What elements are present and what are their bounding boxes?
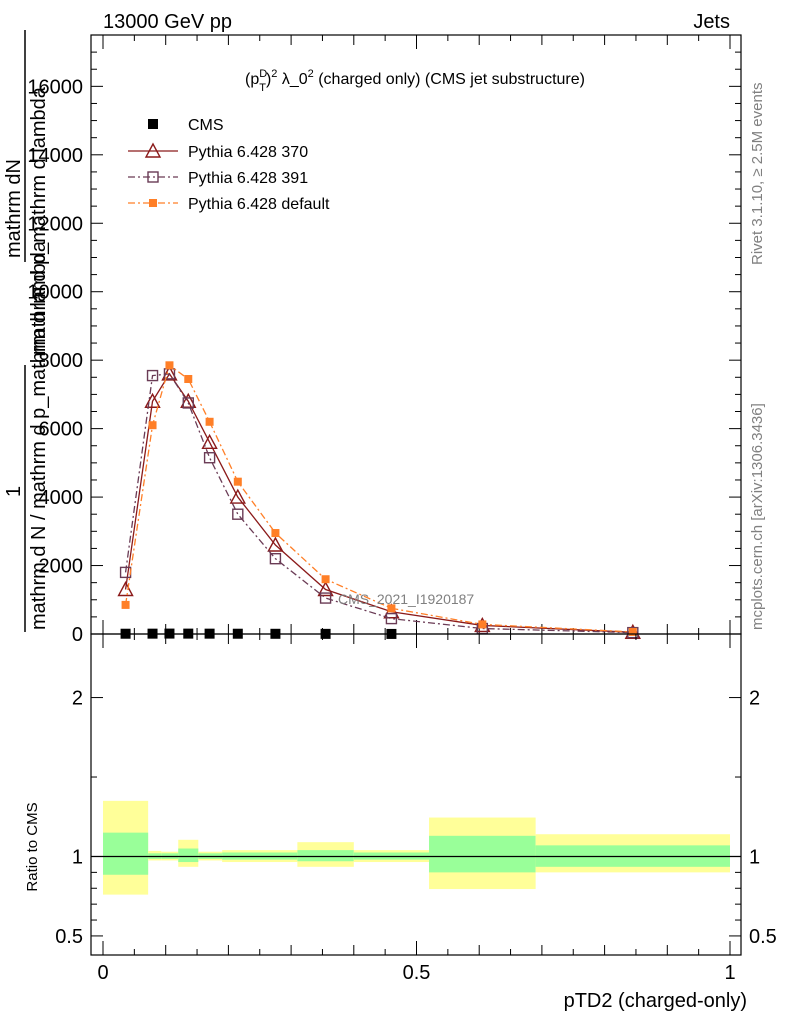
main-ytick-label-3: 6000 [39, 419, 84, 441]
header-energy: 13000 GeV pp [103, 11, 232, 33]
ratio-band-inner-3 [178, 848, 199, 863]
series-3-point-0 [121, 600, 130, 609]
ratio-ytick-label-2: 2 [72, 688, 83, 710]
series-3-point-6 [271, 529, 280, 538]
series-1-point-0 [117, 581, 134, 597]
main-ytick-label-4: 8000 [39, 350, 84, 372]
series-2-point-1 [146, 369, 159, 382]
series-3-point-3 [184, 374, 193, 383]
series-3-point-1 [148, 421, 157, 430]
series-1-point-1 [144, 392, 161, 408]
ratio-xtick-label-2: 1 [724, 962, 735, 984]
y-label-one: 1 [3, 486, 25, 497]
series-1-point-4 [201, 433, 218, 450]
ratio-y-label: Ratio to CMS [24, 802, 41, 891]
series-1-point-2 [161, 365, 178, 381]
ratio-frame [90, 633, 742, 956]
series-3-point-9 [478, 620, 487, 629]
analysis-watermark: CMS_2021_I1920187 [338, 591, 474, 607]
series-1-point-5 [229, 488, 246, 504]
rivet-label: Rivet 3.1.10, ≥ 2.5M events [749, 83, 766, 266]
series-1-point-3 [180, 392, 197, 408]
series-1-point-6 [267, 536, 284, 552]
ratio-ytick-label-right-2: 2 [749, 688, 760, 710]
series-3-point-7 [321, 575, 330, 584]
x-axis-label: pTD2 (charged-only) [564, 990, 747, 1012]
plot-title: (pD T)2 λ_02 (charged only) (CMS jet subs… [245, 68, 585, 94]
series-2-point-4 [203, 452, 216, 464]
y-label-top-denominator: mathrm d p_mathrm d lambda [28, 86, 50, 355]
main-ytick-label-0: 0 [72, 624, 83, 646]
ratio-band-inner-6 [297, 850, 354, 862]
y-label-top: mathrm dN [3, 159, 25, 258]
main-ytick-label-2: 4000 [39, 487, 84, 509]
main-ytick-label-5: 10000 [27, 282, 83, 304]
series-2-point-7 [319, 592, 332, 604]
ratio-xtick-label-0: 0 [97, 962, 108, 984]
series-2-point-6 [269, 552, 282, 565]
series-1-point-7 [317, 581, 334, 597]
mcplots-label: mcplots.cern.ch [arXiv:1306.3436] [749, 403, 766, 630]
header-jets: Jets [693, 11, 730, 33]
series-2-point-10 [627, 626, 639, 639]
ratio-band-inner-0 [103, 832, 149, 875]
ratio-ytick-label-right-0: 0.5 [749, 926, 777, 948]
ratio-ytick-label-1: 1 [72, 846, 83, 868]
series-3-point-5 [233, 477, 242, 486]
main-ytick-label-6: 12000 [27, 213, 83, 235]
series-3-point-4 [205, 417, 214, 426]
ratio-band-inner-8 [429, 835, 536, 873]
legend-marker-2 [147, 171, 159, 183]
ratio-panel: 0 0.5 1 0.5 0.5 1 1 2 2 [55, 633, 777, 984]
legend-label-3: Pythia 6.428 default [188, 196, 330, 213]
legend-marker-1 [144, 142, 162, 158]
legend-label-1: Pythia 6.428 370 [188, 144, 308, 161]
legend-marker-0 [148, 119, 158, 129]
series-2-point-3 [182, 397, 194, 409]
y-label-bottom: mathrm d N / mathrm d p_mathrm d lambda [28, 240, 50, 630]
main-ytick-label-7: 14000 [27, 145, 83, 167]
main-ytick-label-8: 16000 [27, 76, 83, 98]
series-2-point-8 [385, 612, 398, 625]
series-3-point-8 [387, 604, 396, 613]
series-3-point-10 [628, 627, 637, 636]
ratio-ytick-label-0: 0.5 [55, 926, 83, 948]
series-3-point-2 [165, 361, 174, 370]
legend-label-0: CMS [188, 117, 224, 134]
legend-label-2: Pythia 6.428 391 [188, 170, 308, 187]
ratio-xtick-label-1: 0.5 [403, 962, 431, 984]
legend-marker-3 [149, 199, 157, 207]
series-2-point-5 [232, 508, 244, 520]
main-ytick-label-1: 2000 [39, 556, 84, 578]
main-panel: 0 2000 4000 6000 8000 10000 12000 14000 16000 CMS… [27, 34, 742, 646]
ratio-ytick-label-right-1: 1 [749, 846, 760, 868]
